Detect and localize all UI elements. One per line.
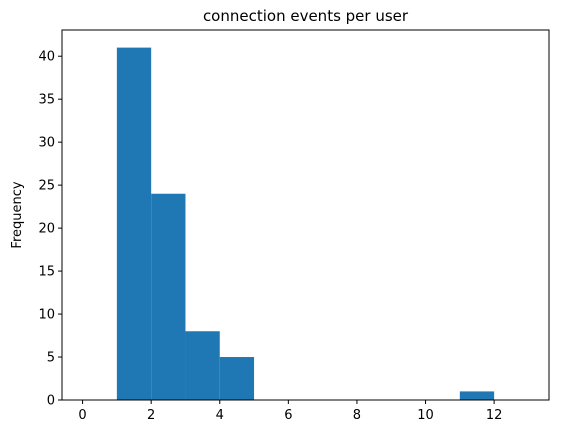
y-tick-label: 25 xyxy=(38,179,55,194)
x-axis-ticks: 0 2 4 6 8 10 12 xyxy=(78,400,502,423)
histogram-bar xyxy=(219,357,255,400)
y-tick-label: 0 xyxy=(47,394,55,409)
y-tick-label: 20 xyxy=(38,222,55,237)
plot-frame xyxy=(61,29,550,401)
histogram-bar xyxy=(151,193,186,400)
y-axis-label: Frequency xyxy=(10,181,25,248)
x-tick-label: 0 xyxy=(78,408,86,423)
x-tick-label: 2 xyxy=(147,408,155,423)
x-tick-label: 10 xyxy=(417,408,434,423)
y-tick-label: 10 xyxy=(38,308,55,323)
x-tick-label: 6 xyxy=(284,408,292,423)
histogram-bar xyxy=(185,331,220,400)
x-tick-label: 8 xyxy=(353,408,361,423)
y-tick-label: 5 xyxy=(47,351,55,366)
y-tick-label: 30 xyxy=(38,136,55,151)
y-tick-label: 40 xyxy=(38,50,55,65)
histogram-bar xyxy=(116,47,152,400)
histogram-bar xyxy=(459,391,495,400)
y-tick-label: 15 xyxy=(38,265,55,280)
x-tick-label: 4 xyxy=(216,408,224,423)
y-tick-label: 35 xyxy=(38,93,55,108)
y-axis-ticks: 0 5 10 15 20 25 30 35 40 xyxy=(38,50,62,409)
bars-group xyxy=(116,47,495,400)
chart-title: connection events per user xyxy=(203,7,409,25)
x-tick-label: 12 xyxy=(486,408,503,423)
